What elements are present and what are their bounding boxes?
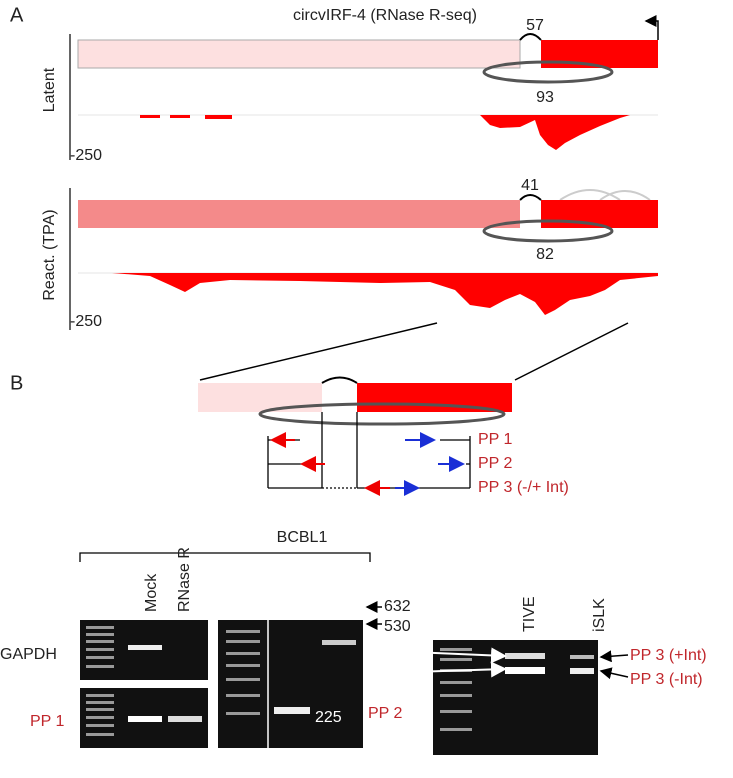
lane-label: RNase R — [176, 547, 193, 612]
band-size: 530 — [384, 618, 411, 635]
junction-count: 57 — [526, 17, 544, 34]
cell-line: BCBL1 — [277, 529, 328, 546]
track: React. (TPA) -250 41 82 — [41, 177, 658, 330]
primer-label: PP 3 (-/+ Int) — [478, 479, 569, 496]
gel — [433, 640, 598, 755]
scale-label: -250 — [70, 313, 102, 330]
lane-label: TIVE — [521, 596, 538, 632]
track-name: Latent — [41, 67, 58, 112]
junction-count: 82 — [536, 246, 554, 263]
panel-label: A — [10, 4, 24, 26]
gel-label: PP 2 — [368, 705, 403, 722]
primer-label: PP 2 — [478, 455, 513, 472]
scale-label: -250 — [70, 147, 102, 164]
track: Latent -250 57 93 — [41, 15, 659, 164]
band-label: PP 3 (+Int) — [630, 647, 707, 664]
gel-row-label: GAPDH — [0, 646, 57, 663]
gel — [218, 620, 363, 748]
gel-row-label: PP 1 — [30, 713, 65, 730]
primer-label: PP 1 — [478, 431, 513, 448]
panel-label: B — [10, 372, 23, 394]
track-name: React. (TPA) — [41, 209, 58, 300]
band-size: 225 — [315, 709, 342, 726]
lane-label: Mock — [143, 573, 160, 612]
band-label: PP 3 (-Int) — [630, 671, 703, 688]
junction-count: 41 — [521, 177, 539, 194]
gel — [80, 620, 208, 748]
lane-label: iSLK — [591, 598, 608, 632]
panel-title: circvIRF-4 (RNase R-seq) — [293, 7, 477, 24]
band-size: 632 — [384, 598, 411, 615]
junction-count: 93 — [536, 89, 554, 106]
